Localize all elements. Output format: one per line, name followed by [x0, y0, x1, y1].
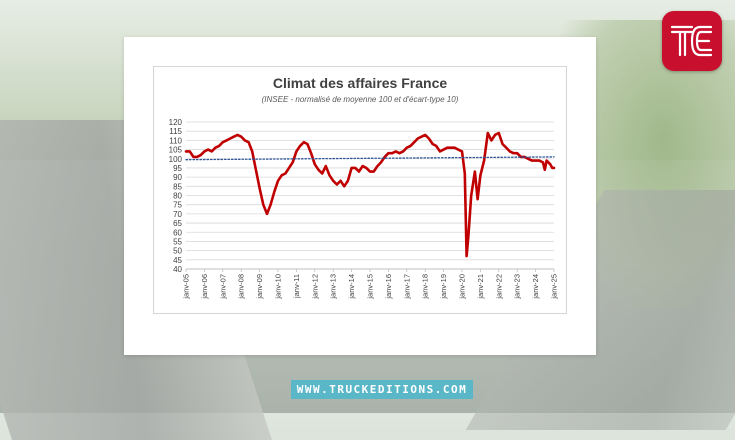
- y-tick-label: 120: [169, 118, 183, 127]
- y-tick-label: 45: [173, 256, 182, 265]
- brand-logo[interactable]: [662, 11, 722, 71]
- y-tick-label: 40: [173, 265, 182, 274]
- chart-card: Climat des affaires France (INSEE - norm…: [124, 37, 596, 355]
- x-tick-label: janv-22: [494, 274, 503, 300]
- x-tick-label: janv-24: [531, 274, 540, 300]
- y-tick-label: 115: [169, 127, 182, 136]
- x-tick-label: janv-15: [366, 274, 375, 300]
- chart-frame: Climat des affaires France (INSEE - norm…: [153, 66, 567, 314]
- x-tick-label: janv-19: [439, 274, 448, 300]
- y-tick-label: 65: [173, 219, 182, 228]
- y-tick-label: 50: [173, 247, 182, 256]
- x-tick-label: janv-08: [237, 274, 246, 300]
- x-tick-label: janv-09: [255, 274, 264, 300]
- x-tick-label: janv-16: [384, 274, 393, 300]
- trend-line: [185, 156, 555, 161]
- chart-subtitle: (INSEE - normalisé de moyenne 100 et d'é…: [261, 95, 459, 104]
- x-tick-label: janv-23: [513, 274, 522, 300]
- x-tick-label: janv-10: [274, 274, 283, 300]
- x-tick-label: janv-20: [458, 274, 467, 300]
- y-tick-label: 55: [173, 237, 182, 246]
- y-tick-label: 60: [173, 228, 182, 237]
- y-tick-label: 70: [173, 210, 182, 219]
- y-tick-label: 105: [169, 146, 183, 155]
- y-tick-label: 95: [173, 164, 182, 173]
- x-tick-label: janv-07: [218, 274, 227, 300]
- x-tick-label: janv-18: [421, 274, 430, 300]
- y-tick-label: 110: [169, 136, 182, 145]
- website-banner[interactable]: WWW.TRUCKEDITIONS.COM: [291, 380, 473, 399]
- te-logo-icon: [670, 25, 713, 57]
- y-tick-label: 75: [173, 201, 182, 210]
- chart-title: Climat des affaires France: [272, 75, 448, 91]
- x-tick-label: janv-05: [182, 274, 191, 300]
- x-tick-label: janv-17: [402, 274, 411, 300]
- series-line: [184, 131, 556, 258]
- x-tick-label: janv-06: [200, 274, 209, 300]
- y-tick-label: 85: [173, 182, 182, 191]
- x-tick-label: janv-25: [550, 274, 559, 300]
- x-tick-label: janv-12: [310, 274, 319, 300]
- y-tick-label: 80: [173, 192, 182, 201]
- x-tick-label: janv-14: [347, 274, 356, 300]
- x-tick-label: janv-21: [476, 274, 485, 300]
- x-tick-label: janv-11: [292, 274, 301, 299]
- x-tick-label: janv-13: [329, 274, 338, 300]
- y-tick-label: 90: [173, 173, 182, 182]
- y-tick-label: 100: [169, 155, 183, 164]
